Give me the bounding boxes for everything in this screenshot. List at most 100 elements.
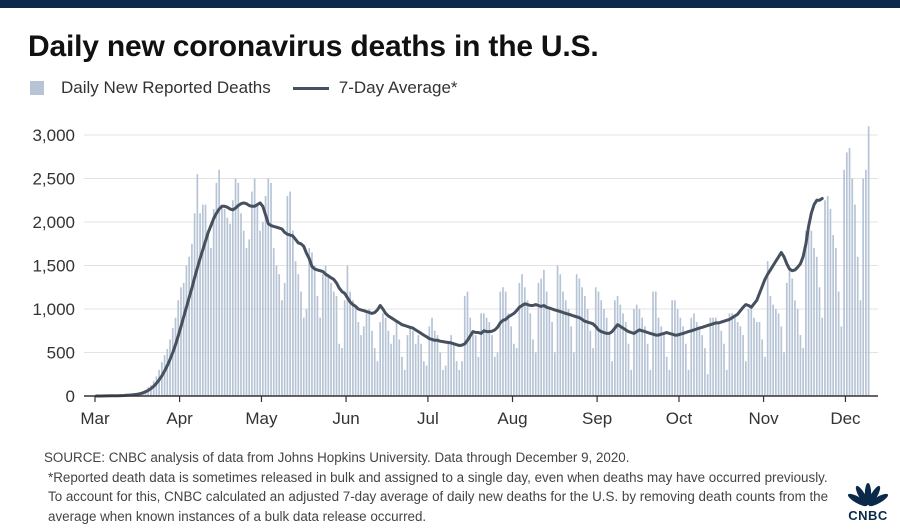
daily-deaths-bar [455,361,458,396]
daily-deaths-bar [523,287,526,396]
daily-deaths-bar [256,204,259,396]
daily-deaths-bar [291,230,294,396]
daily-deaths-bar [444,365,447,396]
daily-deaths-bar [204,204,207,396]
x-tick-label: Apr [166,409,193,428]
daily-deaths-bar [365,313,368,396]
daily-deaths-bar [687,369,690,396]
daily-deaths-bar [297,274,300,396]
daily-deaths-bar [704,348,706,396]
daily-deaths-bar [755,322,758,396]
daily-deaths-bar [742,335,744,396]
daily-deaths-bar [283,282,286,396]
daily-deaths-bar [736,322,739,396]
daily-deaths-bar [343,300,346,396]
daily-deaths-bar [575,274,578,396]
daily-deaths-bar [305,309,308,396]
daily-deaths-bar [308,248,311,396]
daily-deaths-bar [690,317,693,396]
y-tick-label: 2,000 [32,213,75,232]
daily-deaths-bar [278,274,281,396]
daily-deaths-bar [158,369,160,396]
daily-deaths-bar [794,300,796,396]
daily-deaths-bar [458,369,461,396]
daily-deaths-bar [635,304,638,396]
daily-deaths-bar [698,326,701,396]
daily-deaths-bar [654,291,657,396]
daily-deaths-bar [193,213,196,396]
daily-deaths-bar [796,309,799,396]
footer: SOURCE: CNBC analysis of data from Johns… [44,448,834,526]
daily-deaths-bar [428,326,431,396]
daily-deaths-bar [169,339,171,396]
daily-deaths-bar [264,195,267,396]
daily-deaths-bar [403,369,406,396]
chart-plot: 0 500 1,000 1,500 2,000 2,500 3,000 Mar Apr May Ju… [32,126,878,428]
daily-deaths-bar [663,335,665,396]
daily-deaths-bar [788,269,791,396]
y-tick-label: 3,000 [32,126,75,145]
daily-deaths-bar [829,208,832,396]
x-tick-label: Sep [582,409,612,428]
daily-deaths-bar [382,313,384,396]
daily-deaths-bar [212,208,215,396]
daily-deaths-bar [611,361,613,396]
daily-deaths-bar [589,330,592,396]
daily-deaths-bar [313,265,316,396]
daily-deaths-bar [573,352,575,396]
daily-deaths-bar [720,330,723,396]
axes: 0 500 1,000 1,500 2,000 2,500 3,000 Mar Apr May Ju… [32,126,878,428]
daily-deaths-bar [349,291,351,396]
daily-deaths-bar [641,317,643,396]
daily-deaths-bar [799,335,802,396]
daily-deaths-bar [330,282,332,396]
methodology-note: *Reported death data is sometimes releas… [48,469,829,524]
daily-deaths-bar [491,335,493,396]
daily-deaths-bar [185,265,188,396]
daily-deaths-bar [300,291,302,396]
daily-deaths-bar [150,385,152,396]
y-tick-label: 1,000 [32,300,75,319]
x-tick-label: Jul [417,409,439,428]
line-series [94,197,824,398]
daily-deaths-bar [270,182,272,396]
x-tick-label: Aug [497,409,527,428]
daily-deaths-bar [619,304,622,396]
daily-deaths-bar [818,287,821,396]
legend-bar-swatch [30,81,44,95]
x-tick-label: Dec [830,409,861,428]
x-tick-label: Mar [80,409,110,428]
x-tick-label: Oct [666,409,693,428]
legend-line-swatch [292,86,329,90]
daily-deaths-bar [725,369,728,396]
daily-deaths-bar [201,204,204,396]
daily-deaths-bar [529,313,532,396]
daily-deaths-bar [477,356,480,396]
daily-deaths-bar [701,335,704,396]
cnbc-logo-text: CNBC [848,508,888,523]
daily-deaths-bar [867,126,870,397]
daily-deaths-bar [728,313,731,396]
daily-deaths-bar [188,256,190,396]
daily-deaths-bar [657,317,660,396]
x-tick-label: May [245,409,278,428]
daily-deaths-bar [515,348,518,396]
daily-deaths-bar [553,352,556,396]
daily-deaths-bar [714,317,717,396]
daily-deaths-bar [592,348,594,396]
daily-deaths-bar [695,322,698,396]
daily-deaths-bar [712,317,714,396]
daily-deaths-bar [845,152,848,396]
daily-deaths-bar [848,148,851,396]
daily-deaths-bar [608,335,611,396]
daily-deaths-bar [622,313,624,396]
daily-deaths-bar [379,322,382,396]
daily-deaths-bar [341,348,343,396]
cnbc-logo: CNBC [842,480,894,526]
daily-deaths-bar [581,287,583,396]
daily-deaths-bar [638,309,641,396]
daily-deaths-bar [177,300,180,396]
daily-deaths-bar [332,291,335,396]
daily-deaths-bar [384,317,387,396]
daily-deaths-bar [253,178,256,396]
